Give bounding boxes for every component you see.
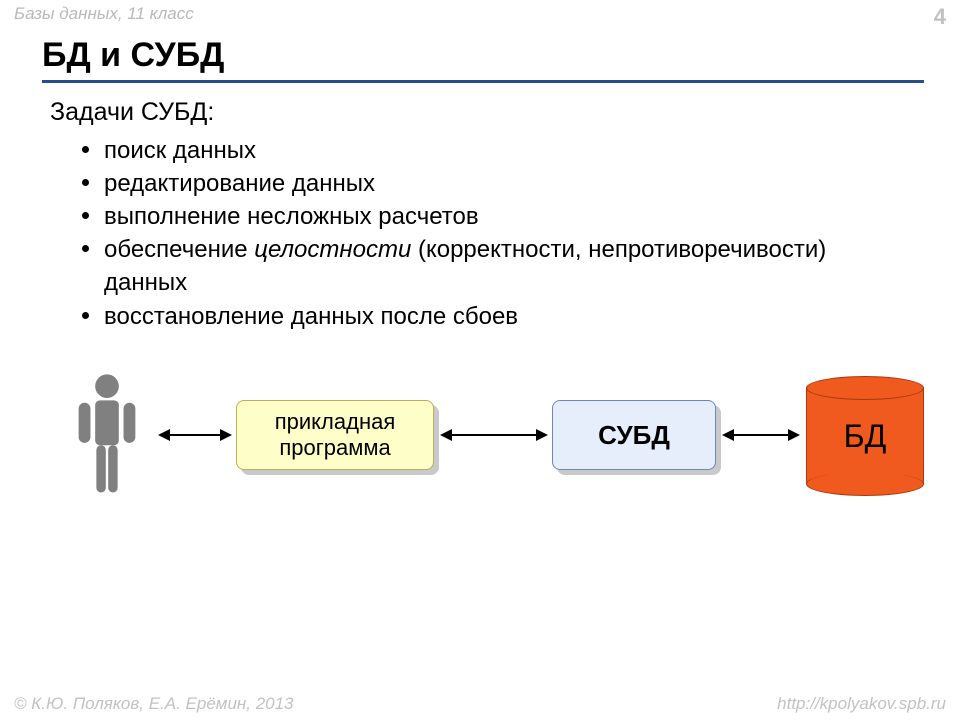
footer-url: http://kpolyakov.spb.ru: [777, 694, 946, 714]
node-app: прикладнаяпрограмма: [236, 400, 434, 470]
arrow-head-left: [722, 429, 734, 441]
arrow-head-right: [220, 429, 232, 441]
person-icon: [70, 372, 144, 502]
page-number: 4: [934, 4, 946, 28]
arrow-head-right: [788, 429, 800, 441]
node-subd: СУБД: [552, 400, 716, 470]
header-bar: Базы данных, 11 класс 4: [0, 0, 960, 28]
flow-diagram: прикладнаяпрограмма СУБД БД: [0, 350, 960, 530]
arrow-2: [732, 434, 790, 436]
list-item: поиск данных: [82, 134, 900, 167]
list-item: выполнение несложных расчетов: [82, 200, 900, 233]
footer: © К.Ю. Поляков, Е.А. Ерёмин, 2013 http:/…: [14, 694, 946, 714]
slide: Базы данных, 11 класс 4 БД и СУБД Задачи…: [0, 0, 960, 720]
arrow-head-right: [536, 429, 548, 441]
subtitle: Задачи СУБД:: [50, 98, 214, 127]
bullet-list: поиск данных редактирование данных выпол…: [82, 134, 900, 333]
arrow-1: [450, 434, 538, 436]
slide-title: БД и СУБД: [42, 36, 224, 75]
list-item: восстановление данных после сбоев: [82, 300, 900, 333]
list-item: обеспечение целостности (корректности, н…: [82, 233, 900, 299]
breadcrumb: Базы данных, 11 класс: [14, 4, 194, 28]
arrow-0: [168, 434, 222, 436]
arrow-head-left: [440, 429, 452, 441]
arrow-head-left: [158, 429, 170, 441]
node-db: БД: [806, 376, 924, 496]
copyright: © К.Ю. Поляков, Е.А. Ерёмин, 2013: [14, 694, 294, 714]
db-label: БД: [806, 376, 924, 496]
title-underline: [42, 80, 924, 83]
list-item: редактирование данных: [82, 167, 900, 200]
